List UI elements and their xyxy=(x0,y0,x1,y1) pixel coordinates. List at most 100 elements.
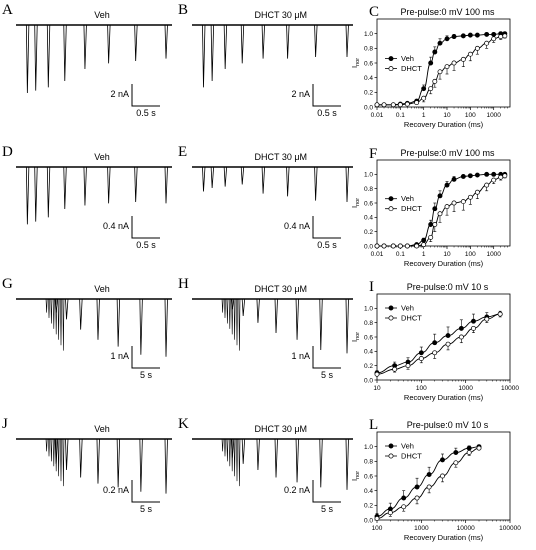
current-spike xyxy=(25,166,30,225)
current-spike xyxy=(48,298,50,319)
current-spike xyxy=(134,166,138,203)
data-point xyxy=(414,243,420,249)
current-spike xyxy=(345,438,349,490)
current-spike xyxy=(261,166,265,194)
current-spike xyxy=(34,166,38,222)
panel-label: I xyxy=(369,279,374,295)
current-spike xyxy=(96,438,100,484)
axes-frame xyxy=(376,159,511,247)
scale-bar xyxy=(131,480,160,503)
data-point xyxy=(440,457,445,463)
trace-panel-d: D Veh 0.4 nA 0.5 s xyxy=(2,144,172,250)
data-point xyxy=(451,176,457,182)
x-axis-label: Recovery Duration (ms) xyxy=(404,120,484,129)
trace-panel-h: H DHCT 30 μM 1 nA 5 s xyxy=(178,276,353,380)
trace-title: DHCT 30 μM xyxy=(254,424,307,434)
current-spike xyxy=(319,438,323,488)
scale-bar xyxy=(312,84,341,107)
series-dhct xyxy=(374,33,508,108)
scale-bar xyxy=(131,346,160,369)
y-tick-label: 0.6 xyxy=(364,200,373,207)
current-spike xyxy=(256,298,260,323)
trace-title: Veh xyxy=(94,284,110,294)
y-tick-label: 1.0 xyxy=(364,172,373,179)
series-dhct xyxy=(374,445,482,521)
current-spike xyxy=(345,166,349,203)
current-spike xyxy=(79,438,83,478)
legend-label: DHCT xyxy=(401,204,422,213)
recovery-chart-c: C Pre-pulse:0 mV 100 ms 0.0 0.2 0.4 0.6 0.8 1.0… xyxy=(350,4,511,129)
scale-bar xyxy=(131,84,160,107)
legend-marker xyxy=(388,66,394,72)
current-spike xyxy=(233,438,236,477)
panel-label: F xyxy=(369,146,377,162)
y-tick-label: 0.6 xyxy=(364,334,373,341)
data-point xyxy=(404,101,410,107)
trace-panel-k: K DHCT 30 μM 0.2 nA 5 s xyxy=(178,416,353,514)
data-point xyxy=(460,33,466,39)
current-spike xyxy=(224,438,226,457)
chart-title: Pre-pulse:0 mV 10 s xyxy=(407,282,489,292)
current-spike xyxy=(314,24,318,58)
current-spike xyxy=(139,298,143,355)
legend-label: Veh xyxy=(401,442,414,451)
data-point xyxy=(432,78,438,84)
current-spike xyxy=(45,298,48,313)
x-tick-label: 0.1 xyxy=(396,251,405,258)
current-spike xyxy=(83,166,87,206)
data-point xyxy=(471,325,476,331)
current-spike xyxy=(107,166,111,204)
data-point xyxy=(421,95,427,101)
current-spike xyxy=(295,438,299,483)
x-tick-label: 100 xyxy=(465,112,476,119)
legend-marker xyxy=(388,453,394,459)
x-tick-label: 10 xyxy=(373,385,381,392)
scale-bar-time: 0.5 s xyxy=(317,240,337,250)
trace-title: DHCT 30 μM xyxy=(254,284,307,294)
series-dhct xyxy=(374,173,508,249)
current-spike xyxy=(52,438,55,467)
data-point xyxy=(502,173,508,179)
x-tick-label: 1000 xyxy=(458,385,473,392)
y-tick-label: 0.0 xyxy=(364,377,373,384)
current-spike xyxy=(55,298,58,335)
current-spike xyxy=(221,438,224,452)
current-spike xyxy=(224,298,226,319)
current-spike xyxy=(65,298,69,320)
data-point xyxy=(474,32,480,38)
x-axis-label: Recovery Duration (ms) xyxy=(404,393,484,402)
current-spike xyxy=(60,438,62,482)
x-tick-label: 0.01 xyxy=(371,251,384,258)
scale-bar-amplitude: 0.2 nA xyxy=(103,485,129,495)
legend-marker xyxy=(388,315,394,321)
scale-bar-amplitude: 0.4 nA xyxy=(284,221,310,231)
data-point xyxy=(484,182,490,188)
data-point xyxy=(440,473,445,479)
data-point xyxy=(418,350,424,356)
panel-label: C xyxy=(369,4,379,20)
data-point xyxy=(491,171,497,177)
data-point xyxy=(498,174,504,180)
recovery-chart-i: I Pre-pulse:0 mV 10 s 0.0 0.2 0.4 0.6 0.8 1.0 10… xyxy=(350,279,519,402)
panel-label: G xyxy=(2,276,13,292)
current-spike xyxy=(63,166,67,210)
data-point xyxy=(374,516,380,521)
data-point xyxy=(476,445,482,451)
x-tick-label: 0.1 xyxy=(396,112,405,119)
y-axis-label: Inor xyxy=(350,58,361,68)
current-spike xyxy=(256,438,260,471)
x-axis-label: Recovery Duration (ms) xyxy=(404,259,484,268)
current-spike xyxy=(223,24,228,70)
current-spike xyxy=(210,24,215,82)
y-tick-label: 0.0 xyxy=(364,517,373,524)
data-point xyxy=(491,177,497,183)
y-axis-label-sub: nor xyxy=(355,58,361,66)
data-point xyxy=(437,40,443,46)
legend-marker xyxy=(388,443,394,449)
data-point xyxy=(466,445,472,451)
legend-label: DHCT xyxy=(401,64,422,73)
current-spike xyxy=(345,298,349,354)
current-spike xyxy=(107,24,111,64)
y-tick-label: 1.0 xyxy=(364,444,373,451)
